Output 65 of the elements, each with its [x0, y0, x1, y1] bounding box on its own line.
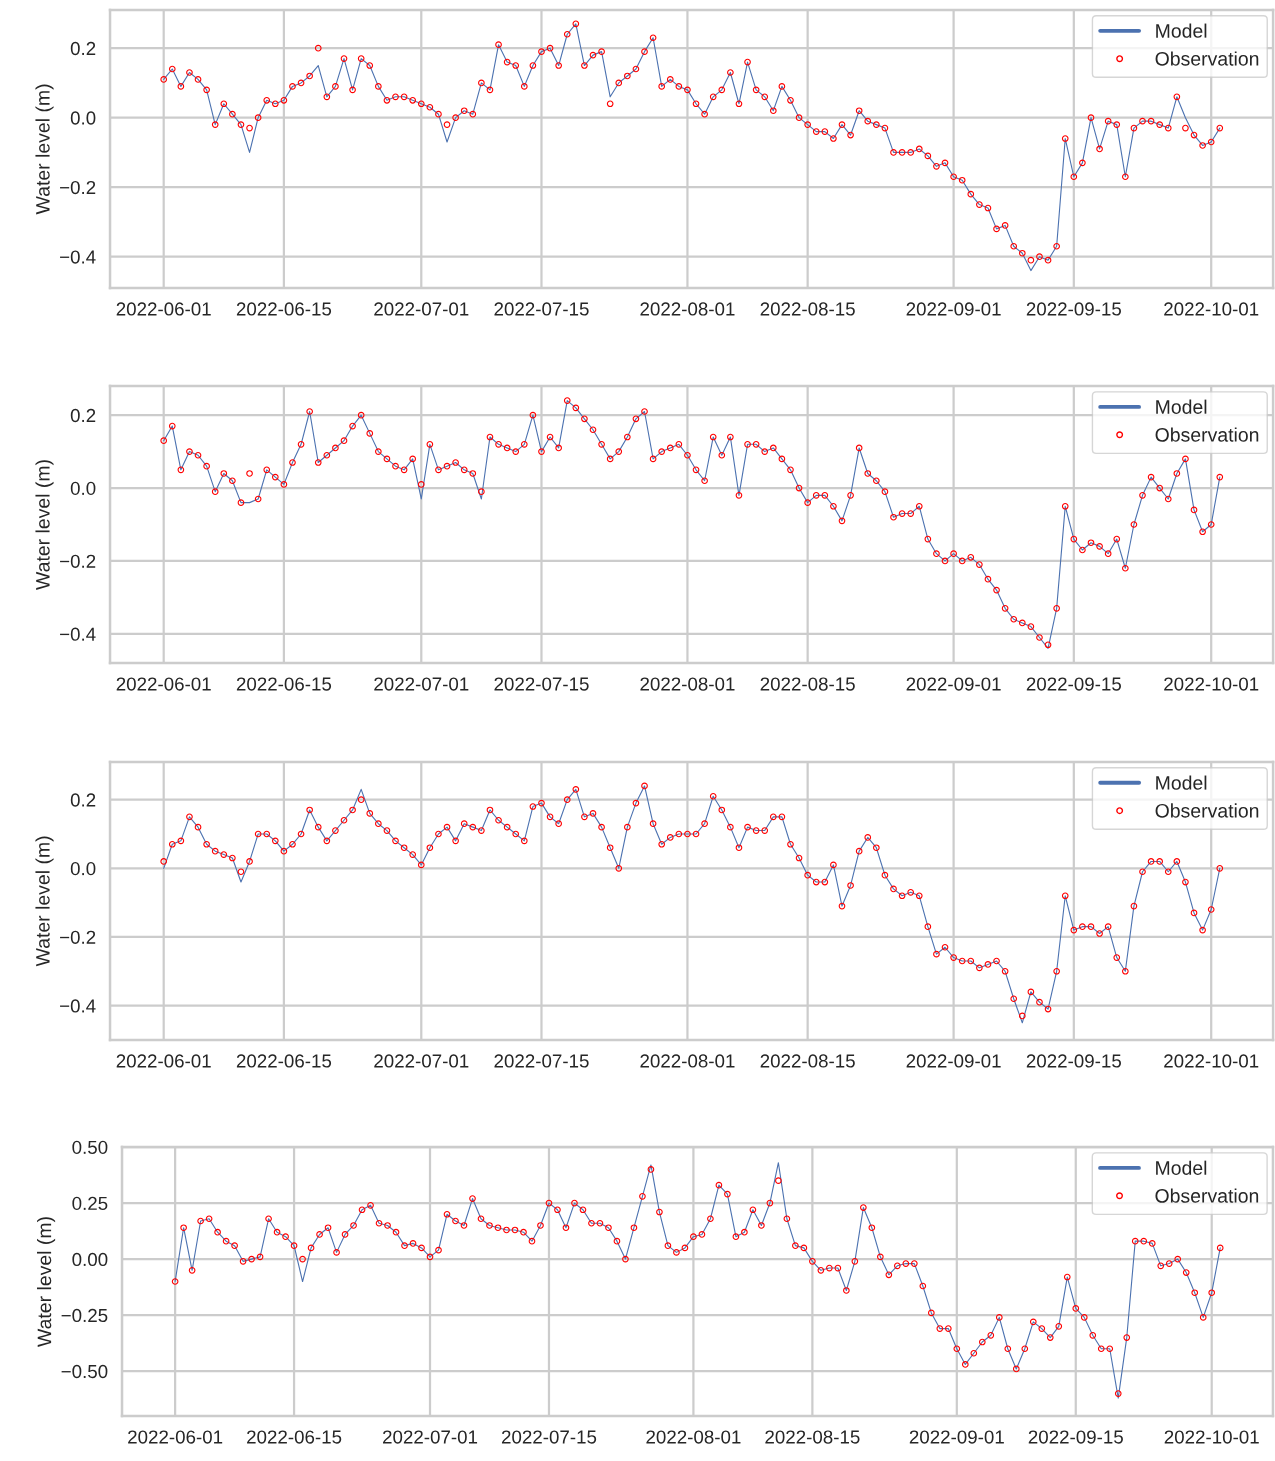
x-tick-label: 2022-08-15 [760, 302, 855, 316]
x-tick-label: 2022-06-01 [116, 302, 211, 316]
x-tick-label: 2022-07-01 [383, 1430, 478, 1444]
legend-label: Observation [1155, 1188, 1259, 1203]
x-tick-label: 2022-08-01 [640, 677, 735, 691]
y-tick-label: 0.2 [70, 793, 96, 807]
legend-label: Observation [1155, 51, 1259, 66]
legend-label: Model [1156, 775, 1207, 790]
x-tick-label: 2022-09-01 [909, 1430, 1004, 1444]
legend-label: Model [1156, 399, 1207, 414]
y-tick-label: 0.0 [70, 862, 96, 876]
x-tick-label: 2022-06-01 [116, 1054, 211, 1068]
x-tick-label: 2022-09-15 [1028, 1430, 1123, 1444]
y-axis-title: Water level (m) [37, 1217, 56, 1347]
x-tick-label: 2022-07-15 [494, 677, 589, 691]
x-tick-label: 2022-06-15 [236, 677, 332, 691]
x-tick-label: 2022-10-01 [1164, 1054, 1259, 1068]
x-tick-label: 2022-06-15 [236, 1054, 332, 1068]
x-tick-label: 2022-07-01 [374, 302, 469, 316]
x-tick-label: 2022-09-01 [906, 302, 1001, 316]
y-axis-title: Water level (m) [35, 460, 54, 590]
y-tick-label: 0.00 [72, 1252, 108, 1267]
y-tick-label: 0.0 [70, 111, 96, 125]
y-axis-title: Water level (m) [35, 84, 54, 215]
x-tick-label: 2022-08-15 [760, 1054, 855, 1068]
x-tick-label: 2022-10-01 [1164, 1430, 1259, 1444]
x-tick-label: 2022-08-01 [646, 1430, 741, 1444]
x-tick-label: 2022-06-01 [116, 677, 211, 691]
y-tick-label: 0.25 [72, 1196, 108, 1211]
y-tick-label: −0.50 [61, 1364, 108, 1379]
x-tick-label: 2022-09-01 [906, 1054, 1001, 1068]
x-tick-label: 2022-08-01 [640, 1054, 735, 1068]
x-tick-label: 2022-09-01 [906, 677, 1001, 691]
y-tick-label: −0.25 [61, 1308, 108, 1323]
x-tick-label: 2022-08-15 [765, 1430, 860, 1444]
x-tick-label: 2022-06-15 [247, 1430, 342, 1444]
y-tick-label: −0.2 [60, 180, 96, 195]
y-tick-label: 0.2 [70, 408, 96, 423]
x-tick-label: 2022-07-15 [494, 1054, 589, 1068]
legend-label: Model [1156, 1160, 1207, 1175]
y-tick-label: −0.2 [60, 930, 96, 944]
x-tick-label: 2022-07-15 [501, 1430, 597, 1444]
y-tick-label: 0.50 [72, 1140, 108, 1155]
y-axis-title: Water level (m) [35, 836, 54, 967]
x-tick-label: 2022-09-15 [1026, 1054, 1121, 1068]
y-tick-label: −0.2 [60, 554, 96, 568]
legend-label: Observation [1155, 803, 1259, 818]
x-tick-label: 2022-06-15 [236, 302, 332, 316]
y-tick-label: −0.4 [60, 999, 96, 1013]
x-tick-label: 2022-10-01 [1164, 677, 1259, 691]
x-tick-label: 2022-08-01 [640, 302, 735, 316]
y-tick-label: −0.4 [60, 627, 96, 641]
y-tick-label: −0.4 [60, 250, 96, 264]
x-tick-label: 2022-07-15 [494, 302, 589, 316]
x-tick-label: 2022-09-15 [1026, 302, 1121, 316]
x-tick-label: 2022-06-01 [128, 1430, 223, 1444]
x-tick-label: 2022-07-01 [374, 1054, 469, 1068]
legend-label: Observation [1155, 427, 1259, 442]
y-tick-label: 0.0 [70, 481, 96, 496]
x-tick-label: 2022-08-15 [760, 677, 855, 691]
x-tick-label: 2022-10-01 [1164, 302, 1259, 316]
x-tick-label: 2022-07-01 [374, 677, 469, 691]
x-tick-label: 2022-09-15 [1026, 677, 1121, 691]
y-tick-label: 0.2 [70, 41, 96, 56]
legend-label: Model [1156, 23, 1207, 38]
